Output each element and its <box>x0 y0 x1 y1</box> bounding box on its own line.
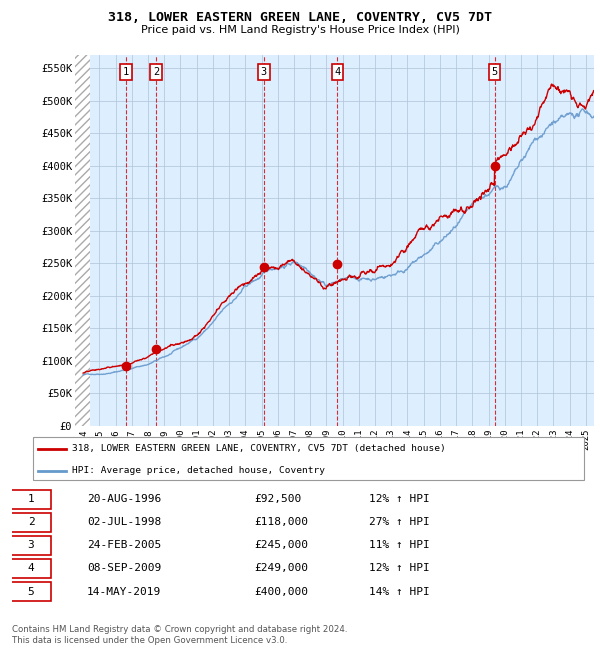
Text: 2: 2 <box>153 67 159 77</box>
FancyBboxPatch shape <box>11 513 51 532</box>
Text: 1: 1 <box>28 494 34 504</box>
FancyBboxPatch shape <box>11 489 51 508</box>
FancyBboxPatch shape <box>11 536 51 555</box>
Text: 4: 4 <box>28 564 34 573</box>
Text: 3: 3 <box>261 67 267 77</box>
Text: Contains HM Land Registry data © Crown copyright and database right 2024.
This d: Contains HM Land Registry data © Crown c… <box>12 625 347 645</box>
Text: 14-MAY-2019: 14-MAY-2019 <box>87 587 161 597</box>
Text: HPI: Average price, detached house, Coventry: HPI: Average price, detached house, Cove… <box>72 466 325 475</box>
Text: 1: 1 <box>123 67 129 77</box>
Text: Price paid vs. HM Land Registry's House Price Index (HPI): Price paid vs. HM Land Registry's House … <box>140 25 460 34</box>
FancyBboxPatch shape <box>11 559 51 578</box>
Text: £249,000: £249,000 <box>254 564 308 573</box>
Text: 08-SEP-2009: 08-SEP-2009 <box>87 564 161 573</box>
FancyBboxPatch shape <box>11 582 51 601</box>
Text: 5: 5 <box>28 587 34 597</box>
Text: 02-JUL-1998: 02-JUL-1998 <box>87 517 161 527</box>
Text: 4: 4 <box>334 67 341 77</box>
Text: £118,000: £118,000 <box>254 517 308 527</box>
Text: 14% ↑ HPI: 14% ↑ HPI <box>369 587 430 597</box>
Text: £400,000: £400,000 <box>254 587 308 597</box>
Text: 2: 2 <box>28 517 34 527</box>
Text: 11% ↑ HPI: 11% ↑ HPI <box>369 540 430 551</box>
Text: 5: 5 <box>491 67 497 77</box>
Text: £245,000: £245,000 <box>254 540 308 551</box>
Text: 318, LOWER EASTERN GREEN LANE, COVENTRY, CV5 7DT (detached house): 318, LOWER EASTERN GREEN LANE, COVENTRY,… <box>72 444 446 453</box>
Text: £92,500: £92,500 <box>254 494 301 504</box>
Text: 12% ↑ HPI: 12% ↑ HPI <box>369 494 430 504</box>
FancyBboxPatch shape <box>33 437 584 480</box>
Text: 3: 3 <box>28 540 34 551</box>
Text: 318, LOWER EASTERN GREEN LANE, COVENTRY, CV5 7DT: 318, LOWER EASTERN GREEN LANE, COVENTRY,… <box>108 11 492 24</box>
Text: 20-AUG-1996: 20-AUG-1996 <box>87 494 161 504</box>
Text: 24-FEB-2005: 24-FEB-2005 <box>87 540 161 551</box>
Text: 12% ↑ HPI: 12% ↑ HPI <box>369 564 430 573</box>
Text: 27% ↑ HPI: 27% ↑ HPI <box>369 517 430 527</box>
